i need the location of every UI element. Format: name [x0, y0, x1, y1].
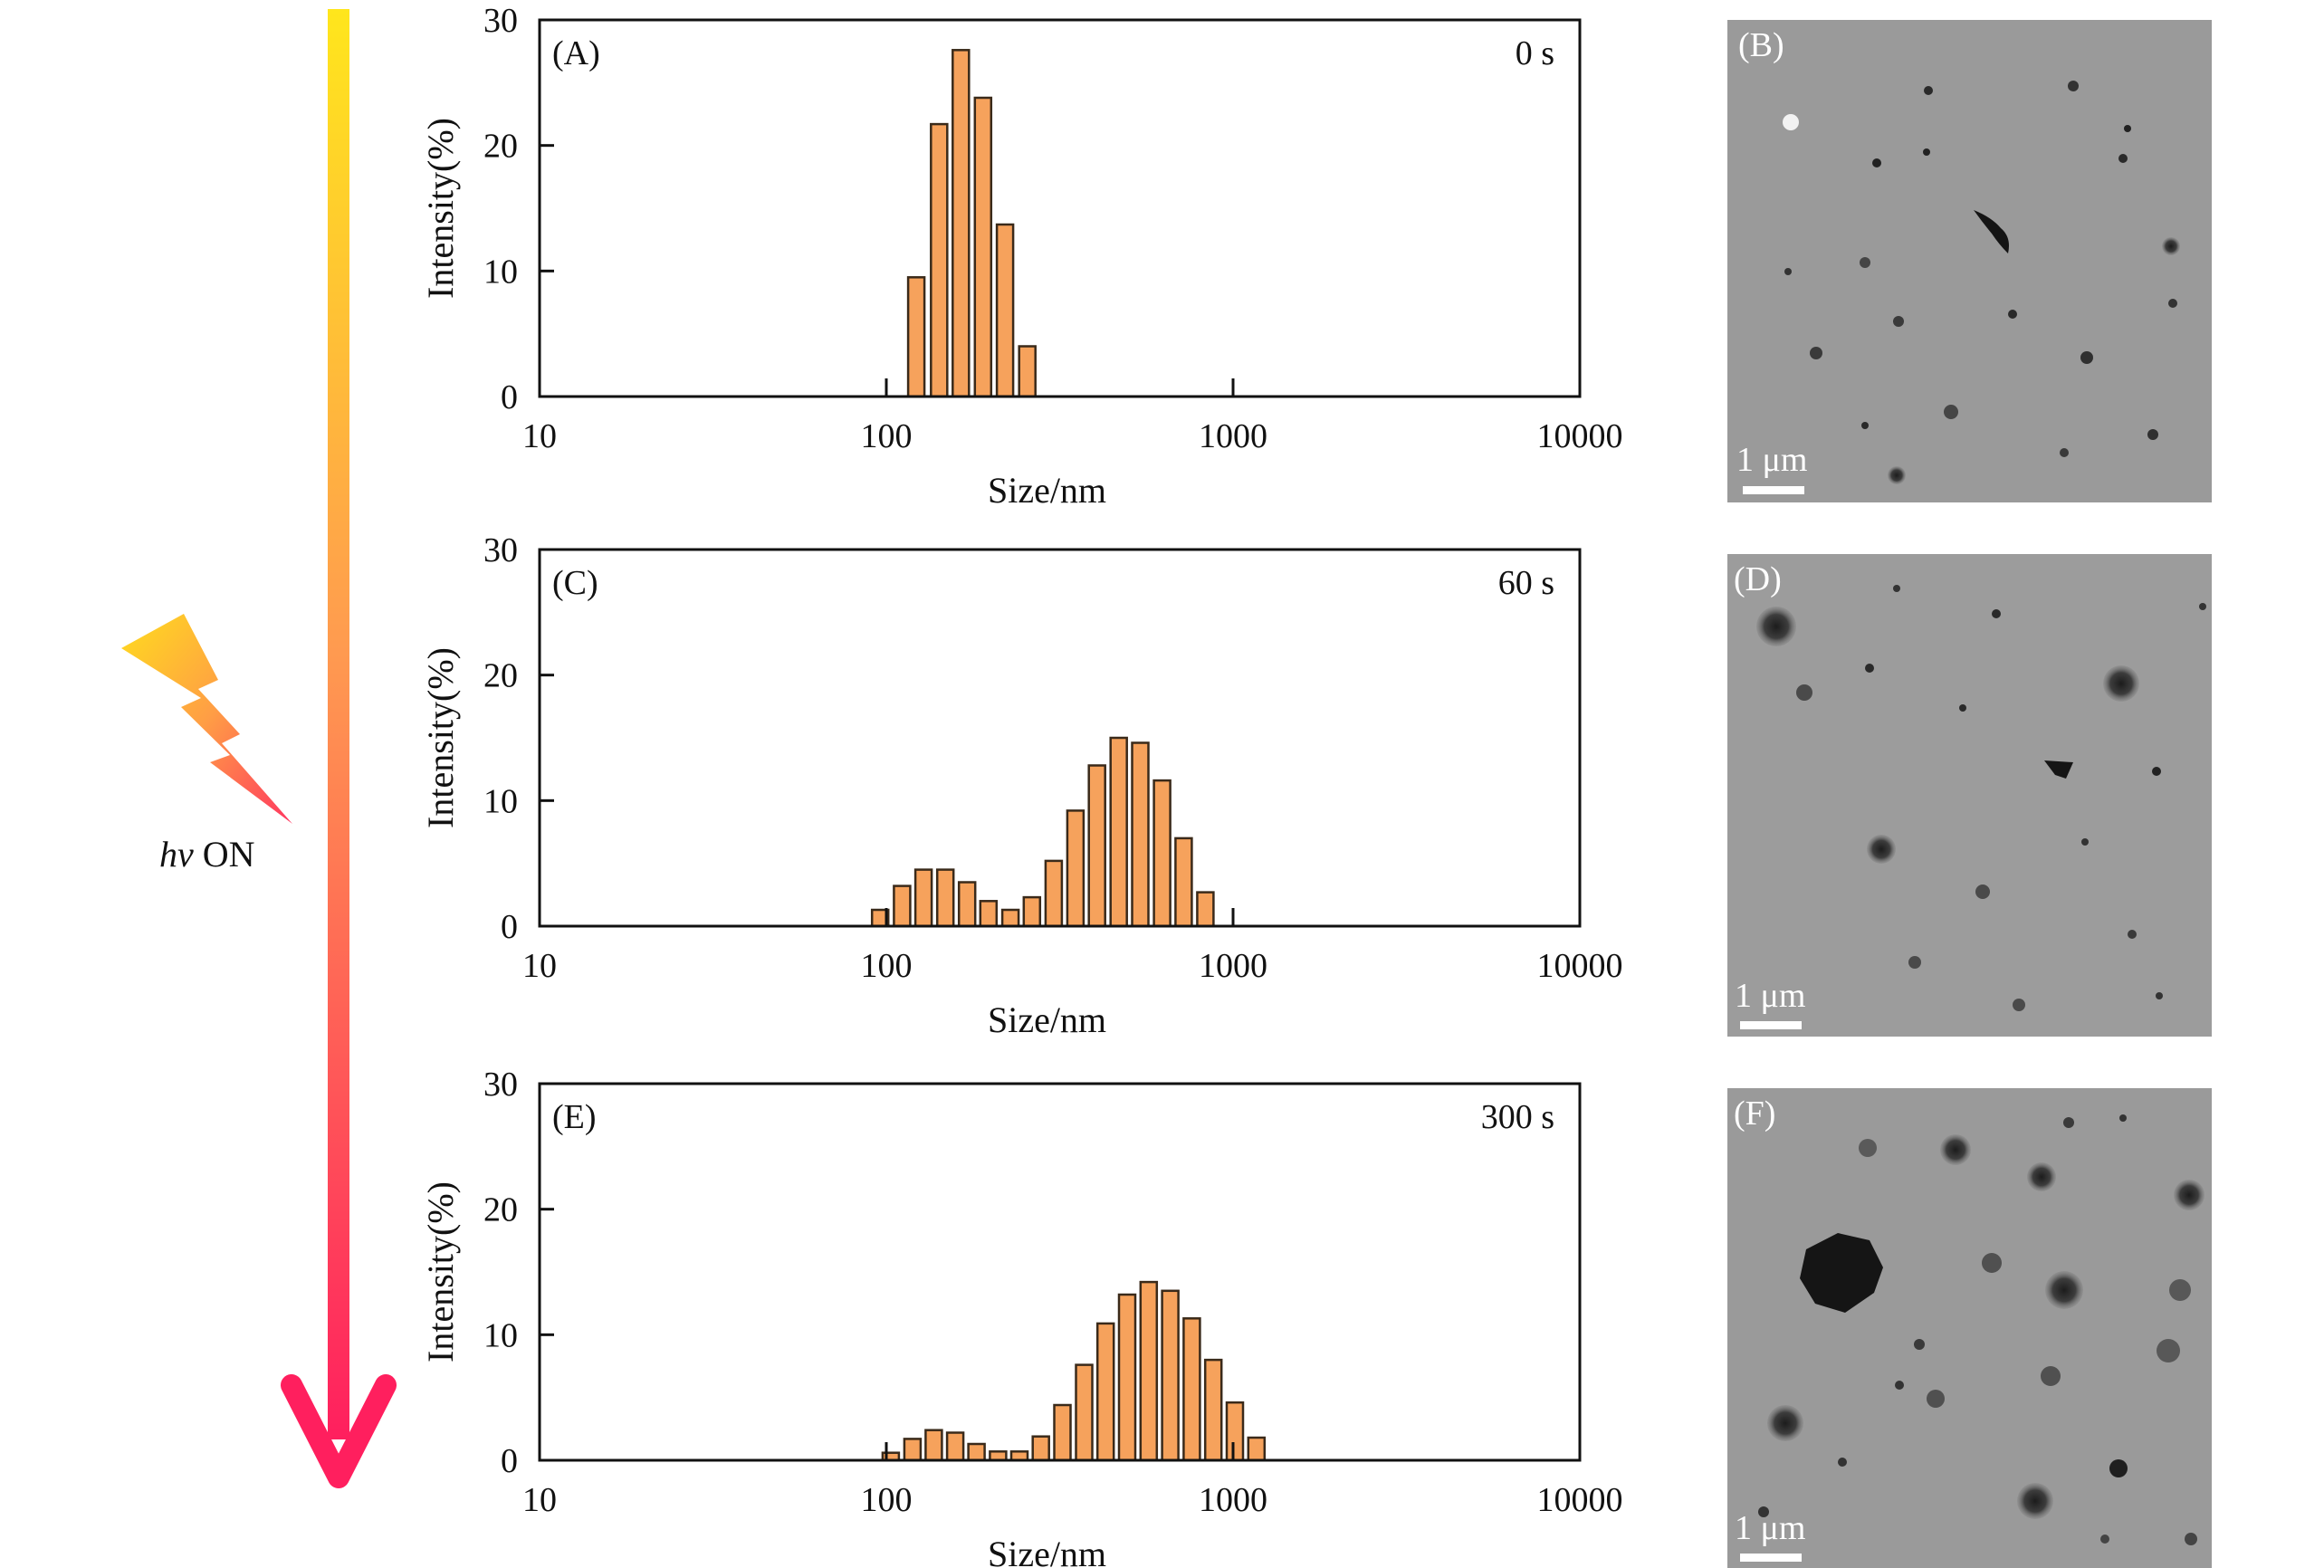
y-tick-label-e-2: 20 [483, 1191, 518, 1229]
micrograph-b-scale-text: 1 μm [1736, 441, 1807, 479]
bar-e-7 [1031, 1435, 1050, 1462]
x-axis-title-e: Size/nm [988, 1534, 1106, 1568]
on-text: ON [194, 834, 255, 875]
y-tick-label-a-2: 20 [483, 128, 518, 166]
x-tick-label-c-3: 10000 [1537, 947, 1623, 985]
micrograph-b: (B) 1 μm [1727, 20, 2212, 502]
micrograph-d-scale-bar [1740, 1021, 1802, 1029]
bar-c-4 [957, 881, 977, 928]
bar-c-12 [1131, 741, 1150, 928]
y-tick-label-e-3: 30 [483, 1066, 518, 1104]
time-label-a: 0 s [1516, 34, 1554, 72]
bar-e-12 [1139, 1280, 1159, 1462]
bar-e-4 [967, 1442, 986, 1462]
bar-c-3 [935, 868, 955, 928]
bar-c-11 [1109, 736, 1128, 928]
x-tick-label-e-1: 100 [861, 1481, 913, 1519]
y-tick-label-e-1: 10 [483, 1316, 518, 1354]
y-tick-label-c-0: 0 [501, 908, 518, 946]
bar-c-7 [1022, 895, 1042, 928]
bar-e-10 [1095, 1322, 1115, 1462]
time-label-c: 60 s [1498, 564, 1554, 602]
bar-e-3 [945, 1431, 965, 1462]
y-tick-label-e-0: 0 [501, 1442, 518, 1480]
x-tick-label-e-2: 1000 [1199, 1481, 1267, 1519]
bar-c-15 [1196, 891, 1215, 928]
panel-label-a: (A) [552, 34, 600, 72]
y-tick-label-a-1: 10 [483, 253, 518, 291]
bar-a-5 [1018, 345, 1037, 398]
bar-c-6 [1000, 908, 1020, 928]
bar-a-2 [952, 49, 971, 398]
bar-e-17 [1247, 1436, 1267, 1462]
micrograph-d-scale-text: 1 μm [1735, 977, 1805, 1015]
micrograph-d-label: (D) [1734, 560, 1782, 598]
lightning-bolt-icon [121, 614, 292, 824]
time-label-e: 300 s [1481, 1098, 1554, 1136]
y-tick-label-a-0: 0 [501, 378, 518, 416]
light-symbol: hv [159, 834, 194, 875]
panel-label-e: (E) [552, 1098, 597, 1136]
chart-panel-e: 10 100 1000 100000102030Size/nmIntensity(%)… [420, 1066, 1623, 1568]
micrograph-f-scale-bar [1740, 1554, 1802, 1562]
bar-a-3 [973, 96, 993, 398]
bar-e-15 [1203, 1358, 1223, 1462]
micrograph-b-scale-bar [1743, 486, 1804, 494]
bar-c-13 [1152, 779, 1172, 928]
bar-e-14 [1182, 1317, 1201, 1462]
x-axis-title-a: Size/nm [988, 470, 1106, 511]
bar-c-5 [979, 900, 999, 928]
micrograph-f-scale-text: 1 μm [1735, 1509, 1805, 1547]
bar-e-11 [1117, 1293, 1137, 1462]
x-tick-label-a-0: 10 [522, 417, 557, 455]
y-tick-label-c-3: 30 [483, 531, 518, 569]
bar-c-10 [1087, 764, 1106, 928]
x-tick-label-a-1: 100 [861, 417, 913, 455]
time-arrow [281, 9, 397, 1488]
x-tick-label-c-1: 100 [861, 947, 913, 985]
y-tick-label-a-3: 30 [483, 2, 518, 40]
y-axis-title-a: Intensity(%) [420, 118, 461, 299]
plot-frame-a [538, 18, 1582, 398]
bar-c-14 [1174, 837, 1193, 928]
y-tick-label-c-1: 10 [483, 782, 518, 820]
bar-a-1 [930, 122, 949, 398]
micrograph-f: (F) 1 μm [1727, 1088, 2212, 1568]
y-axis-title-e: Intensity(%) [420, 1181, 461, 1362]
micrograph-b-label: (B) [1738, 26, 1784, 64]
x-tick-label-a-2: 1000 [1199, 417, 1267, 455]
bar-c-8 [1044, 859, 1064, 928]
plot-frame-c [538, 548, 1582, 928]
x-tick-label-a-3: 10000 [1537, 417, 1623, 455]
x-tick-label-e-0: 10 [522, 1481, 557, 1519]
chart-panel-c: 10 100 1000 100000102030Size/nmIntensity(%)… [420, 531, 1623, 1040]
bar-a-4 [995, 223, 1015, 398]
bar-c-2 [913, 868, 933, 928]
y-tick-label-c-2: 20 [483, 657, 518, 695]
micrograph-f-label: (F) [1734, 1095, 1775, 1133]
panel-label-c: (C) [552, 564, 598, 602]
bar-c-1 [893, 884, 912, 928]
bar-e-1 [903, 1438, 923, 1462]
plot-frame-e [538, 1082, 1582, 1462]
light-on-label: hv ON [159, 834, 255, 875]
x-tick-label-c-0: 10 [522, 947, 557, 985]
x-tick-label-c-2: 1000 [1199, 947, 1267, 985]
bar-e-8 [1053, 1403, 1072, 1462]
x-tick-label-e-3: 10000 [1537, 1481, 1623, 1519]
bar-e-16 [1225, 1401, 1245, 1462]
bar-c-9 [1066, 809, 1085, 928]
bar-e-13 [1161, 1289, 1180, 1462]
bar-e-9 [1075, 1363, 1094, 1462]
micrograph-d: (D) 1 μm [1727, 554, 2212, 1037]
x-axis-title-c: Size/nm [988, 999, 1106, 1040]
bar-e-2 [924, 1429, 943, 1462]
y-axis-title-c: Intensity(%) [420, 647, 461, 828]
chart-panel-a: 10 100 1000 100000102030Size/nmIntensity(%)… [420, 2, 1623, 511]
bar-a-0 [906, 276, 926, 398]
